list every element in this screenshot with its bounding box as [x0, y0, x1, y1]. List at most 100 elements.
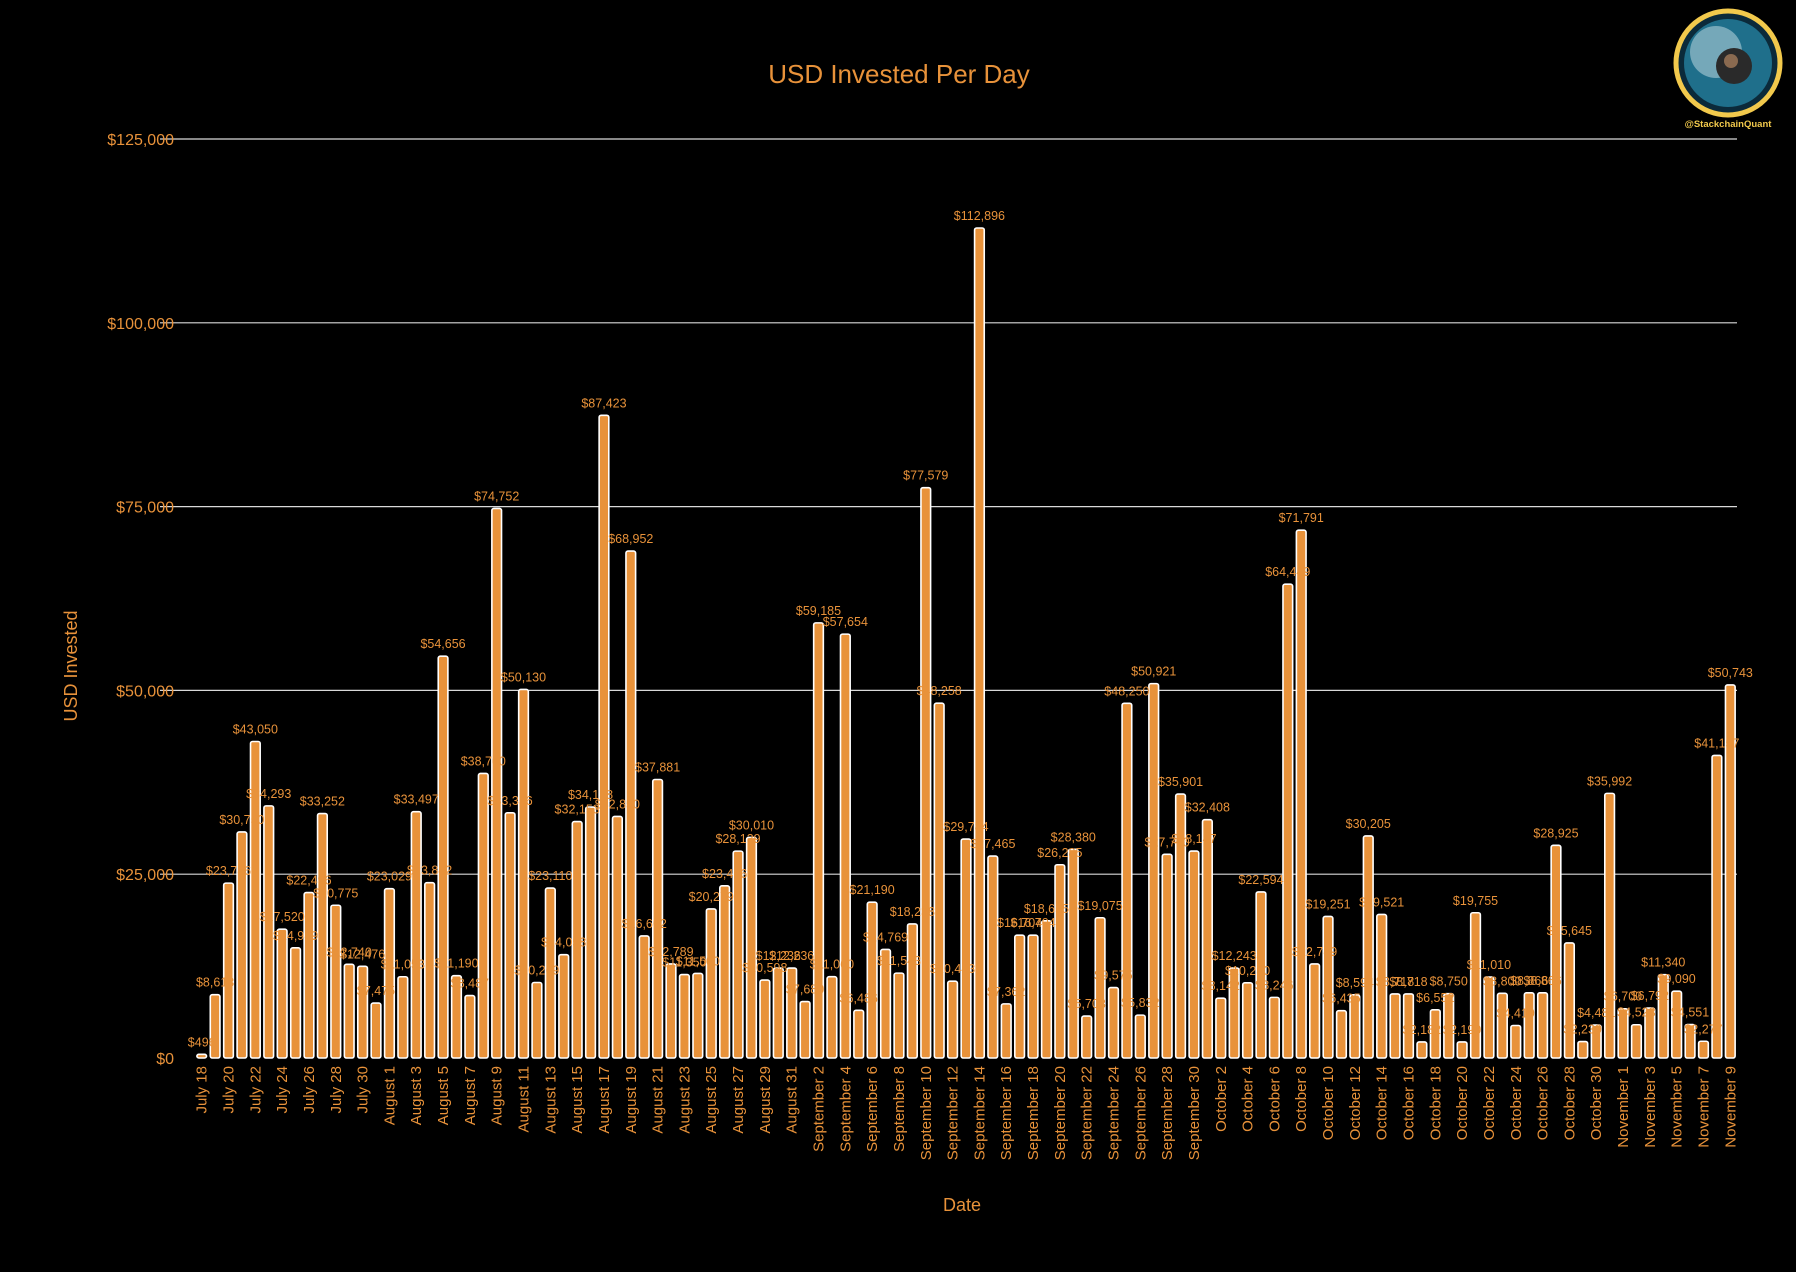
bar	[1308, 963, 1321, 1059]
x-tick-label: October 14	[1374, 1066, 1391, 1140]
data-label: $8,718	[1389, 975, 1427, 989]
data-label: $19,251	[1305, 897, 1350, 911]
data-label: $19,521	[1359, 895, 1404, 909]
y-tick-label: $0	[156, 1051, 174, 1068]
data-label: $23,842	[407, 864, 452, 878]
bar	[1536, 992, 1549, 1059]
x-tick-label: October 6	[1266, 1066, 1283, 1132]
bar	[1040, 920, 1053, 1059]
bar	[1483, 976, 1495, 1059]
data-label: $14,769	[863, 930, 908, 944]
bar	[558, 953, 570, 1059]
data-label: $8,866	[1510, 974, 1548, 988]
y-axis-ticks: $0 $25,000 $50,000 $75,000 $100,000 $125,000	[107, 132, 174, 1068]
bar	[276, 928, 288, 1059]
x-tick-label: August 19	[623, 1066, 640, 1134]
x-tick-label: September 6	[864, 1066, 881, 1152]
data-label: $68,952	[608, 532, 653, 546]
data-label: $30,750	[219, 813, 264, 827]
bar	[397, 975, 409, 1059]
y-tick-label: $50,000	[116, 683, 174, 700]
x-tick-label: November 3	[1642, 1066, 1659, 1148]
x-tick-label: August 27	[730, 1066, 747, 1134]
x-tick-label: July 30	[355, 1066, 372, 1114]
data-label: $71,791	[1279, 511, 1324, 525]
bar	[625, 550, 637, 1059]
x-tick-label: October 18	[1427, 1066, 1444, 1140]
bar	[1014, 934, 1026, 1059]
data-label: $2,182	[1403, 1023, 1441, 1037]
x-tick-label: August 23	[676, 1066, 693, 1134]
bar	[1295, 529, 1307, 1059]
bar	[531, 981, 543, 1059]
bar	[330, 904, 342, 1059]
x-tick-label: September 10	[918, 1066, 935, 1160]
gridlines	[160, 138, 1737, 875]
data-label: $10,269	[514, 964, 559, 978]
x-tick-label: September 24	[1105, 1066, 1122, 1160]
bar	[1241, 981, 1254, 1059]
bar	[222, 882, 235, 1059]
bar	[263, 805, 275, 1059]
bar	[289, 947, 302, 1059]
data-label: $8,866	[1523, 974, 1561, 988]
bar	[1590, 1024, 1602, 1059]
x-tick-label: August 21	[650, 1066, 667, 1134]
bar	[1228, 967, 1240, 1059]
bar	[584, 806, 597, 1059]
data-label: $29,784	[943, 820, 988, 834]
bar	[1362, 835, 1374, 1059]
x-tick-label: August 7	[462, 1066, 479, 1125]
data-label: $10,230	[1225, 964, 1270, 978]
data-label: $32,153	[555, 803, 600, 817]
bar	[839, 633, 851, 1059]
bar	[1389, 993, 1401, 1059]
bar	[477, 772, 489, 1059]
data-label: $64,449	[1265, 565, 1310, 579]
data-label: $35,992	[1587, 774, 1632, 788]
data-label: $22,496	[286, 874, 331, 888]
data-label: $8,594	[1336, 976, 1374, 990]
x-tick-label: October 24	[1508, 1066, 1525, 1140]
data-label: $59,185	[796, 604, 841, 618]
bar	[853, 1009, 865, 1059]
bar	[1416, 1041, 1428, 1059]
x-tick-label: September 18	[1025, 1066, 1042, 1160]
y-tick-label: $25,000	[116, 867, 174, 884]
bar	[1671, 990, 1683, 1059]
x-tick-label: November 9	[1722, 1066, 1739, 1148]
data-label: $9,575	[1094, 969, 1132, 983]
bar	[196, 1053, 208, 1059]
data-label: $8,800	[1483, 974, 1521, 988]
x-tick-label: August 15	[569, 1066, 586, 1134]
data-label: $11,060	[810, 958, 854, 972]
bar	[1429, 1009, 1441, 1059]
bar	[893, 972, 905, 1059]
x-tick-label: September 4	[837, 1066, 854, 1152]
data-label: $2,190	[1443, 1023, 1481, 1037]
bar	[799, 1000, 811, 1059]
bar	[209, 993, 221, 1059]
data-label: $7,362	[987, 985, 1025, 999]
data-label: $33,252	[300, 795, 345, 809]
x-tick-label: October 4	[1240, 1066, 1257, 1132]
x-tick-label: October 26	[1535, 1066, 1552, 1140]
data-label: $23,029	[367, 870, 412, 884]
data-label: $30,205	[1346, 817, 1391, 831]
data-label: $11,500	[676, 954, 720, 968]
data-label: $20,775	[313, 886, 358, 900]
bar	[1617, 1007, 1629, 1059]
bar	[1201, 818, 1213, 1059]
bar	[973, 227, 986, 1059]
bar	[1148, 682, 1160, 1059]
bar	[343, 963, 355, 1059]
x-tick-label: July 22	[247, 1066, 264, 1114]
bar	[424, 881, 436, 1059]
x-tick-label: November 1	[1615, 1066, 1632, 1148]
bar	[732, 850, 744, 1059]
bar	[249, 740, 261, 1059]
bar	[1630, 1023, 1643, 1059]
data-label: $54,656	[420, 637, 465, 651]
data-label: $48,250	[1104, 684, 1149, 698]
x-tick-label: August 9	[489, 1066, 506, 1125]
